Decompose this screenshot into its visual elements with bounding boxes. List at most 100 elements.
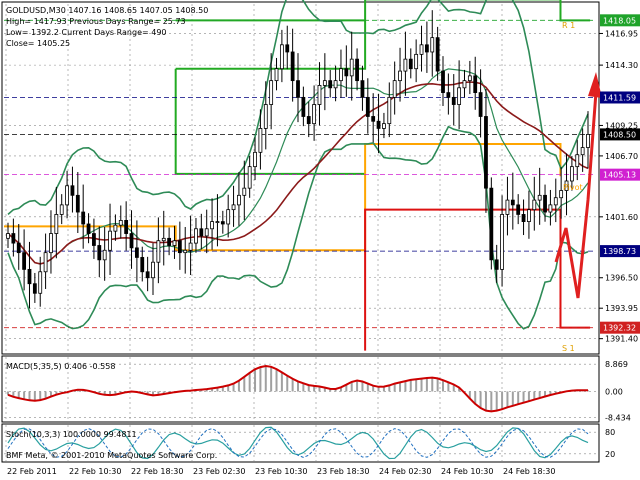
candle-body bbox=[49, 233, 53, 254]
candle-body bbox=[419, 44, 424, 55]
time-tick-label: 23 Feb 18:30 bbox=[317, 467, 369, 476]
candle-body bbox=[365, 96, 370, 117]
candle-body bbox=[408, 58, 413, 70]
pivot-label: Pivot bbox=[563, 183, 583, 192]
candle-body bbox=[6, 233, 10, 239]
candle-body bbox=[467, 75, 472, 82]
candle-body bbox=[328, 80, 333, 89]
candle-body bbox=[81, 211, 86, 225]
candle-body bbox=[494, 259, 499, 270]
candle-body bbox=[167, 237, 172, 246]
grid-lines bbox=[4, 4, 596, 461]
price-tick-label: 1391.40 bbox=[605, 335, 638, 344]
candle-body bbox=[355, 58, 359, 82]
chart-high-info: High= 1417.93 Previous Days Range= 25.73 bbox=[6, 17, 186, 26]
price-tick-label: 1401.60 bbox=[605, 213, 638, 222]
stoch-signal-line bbox=[7, 428, 589, 458]
macd-title: MACD(5,35,5) 0.406 -0.558 bbox=[6, 362, 115, 371]
stoch-tick-label: 20 bbox=[605, 450, 615, 459]
time-tick-label: 22 Feb 10:30 bbox=[69, 467, 121, 476]
candle-body bbox=[43, 252, 48, 273]
time-tick-label: 24 Feb 02:30 bbox=[379, 467, 431, 476]
price-tick-label: 1416.95 bbox=[605, 29, 638, 38]
candle-body bbox=[183, 249, 188, 254]
candle-body bbox=[435, 37, 440, 72]
candle-body bbox=[510, 199, 515, 206]
candle-body bbox=[333, 80, 338, 89]
candle-body bbox=[38, 271, 43, 294]
candle-body bbox=[231, 204, 236, 211]
chart-close-info: Close= 1405.25 bbox=[6, 39, 70, 48]
candle-body bbox=[145, 271, 150, 279]
candle-body bbox=[237, 194, 241, 206]
time-tick-label: 24 Feb 10:30 bbox=[441, 467, 493, 476]
candle-body bbox=[113, 224, 118, 232]
price-marker-label: 1392.32 bbox=[603, 324, 636, 333]
macd-tick-label: 0.00 bbox=[605, 387, 623, 396]
candle-body bbox=[376, 120, 381, 129]
candle-body bbox=[505, 199, 510, 215]
time-tick-label: 24 Feb 18:30 bbox=[503, 467, 555, 476]
candle-body bbox=[140, 257, 145, 273]
candle-body bbox=[199, 228, 204, 237]
forecast-arrow-head bbox=[588, 72, 602, 98]
stochastic-indicator bbox=[4, 426, 596, 460]
candle-body bbox=[339, 68, 343, 82]
candle-body bbox=[70, 185, 75, 196]
candle-body bbox=[521, 214, 526, 223]
pivot-levels bbox=[4, 0, 596, 351]
candle-body bbox=[156, 240, 161, 263]
time-tick-label: 23 Feb 10:30 bbox=[255, 467, 307, 476]
candle-body bbox=[290, 51, 295, 82]
candle-body bbox=[424, 44, 429, 53]
candle-body bbox=[569, 166, 574, 182]
bollinger-upper bbox=[7, 0, 589, 216]
candle-body bbox=[537, 194, 542, 201]
candle-body bbox=[194, 228, 198, 244]
candle-body bbox=[129, 233, 134, 249]
copyright-text: BMF Meta, © 2001-2010 MetaQuotes Softwar… bbox=[6, 451, 217, 460]
candle-body bbox=[543, 194, 547, 213]
candle-body bbox=[11, 233, 16, 244]
candle-body bbox=[32, 283, 37, 294]
candle-body bbox=[553, 197, 558, 206]
price-tick-label: 1414.30 bbox=[605, 61, 638, 70]
macd-indicator bbox=[4, 363, 596, 418]
candle-body bbox=[462, 80, 467, 89]
candle-body bbox=[172, 240, 177, 246]
candle-body bbox=[478, 92, 483, 117]
price-tick-label: 1396.50 bbox=[605, 274, 638, 283]
candle-body bbox=[489, 187, 494, 261]
candle-body bbox=[559, 190, 564, 199]
candle-body bbox=[188, 242, 193, 251]
candle-body bbox=[430, 37, 435, 53]
candle-body bbox=[279, 44, 284, 70]
candle-body bbox=[220, 221, 225, 225]
axes: 22 Feb 2011 22 Feb 10:30 22 Feb 18:30 23 Fe… bbox=[7, 14, 640, 476]
candle-body bbox=[102, 249, 107, 261]
price-marker-label: 1418.05 bbox=[603, 16, 636, 25]
candle-body bbox=[210, 221, 214, 230]
stoch-pane bbox=[1, 423, 600, 463]
candle-body bbox=[177, 240, 182, 254]
candle-body bbox=[161, 237, 166, 242]
time-tick-label: 22 Feb 2011 bbox=[7, 467, 57, 476]
r1-step bbox=[174, 68, 366, 175]
candle-body bbox=[16, 242, 21, 254]
candle-body bbox=[392, 80, 397, 98]
candle-body bbox=[204, 228, 209, 237]
price-marker-box bbox=[600, 168, 640, 181]
candle-body bbox=[134, 247, 139, 258]
candle-body bbox=[322, 80, 327, 86]
candle-body bbox=[457, 87, 462, 105]
candle-body bbox=[263, 104, 268, 129]
candle-body bbox=[586, 133, 590, 148]
candle-body bbox=[516, 204, 521, 215]
price-tick-label: 1406.70 bbox=[605, 152, 638, 161]
time-tick-label: 22 Feb 18:30 bbox=[131, 467, 183, 476]
price-marker-label: 1398.73 bbox=[603, 247, 636, 256]
forecast-arrow-line bbox=[554, 91, 598, 299]
candle-body bbox=[301, 96, 306, 117]
time-tick-label: 23 Feb 02:30 bbox=[193, 467, 245, 476]
